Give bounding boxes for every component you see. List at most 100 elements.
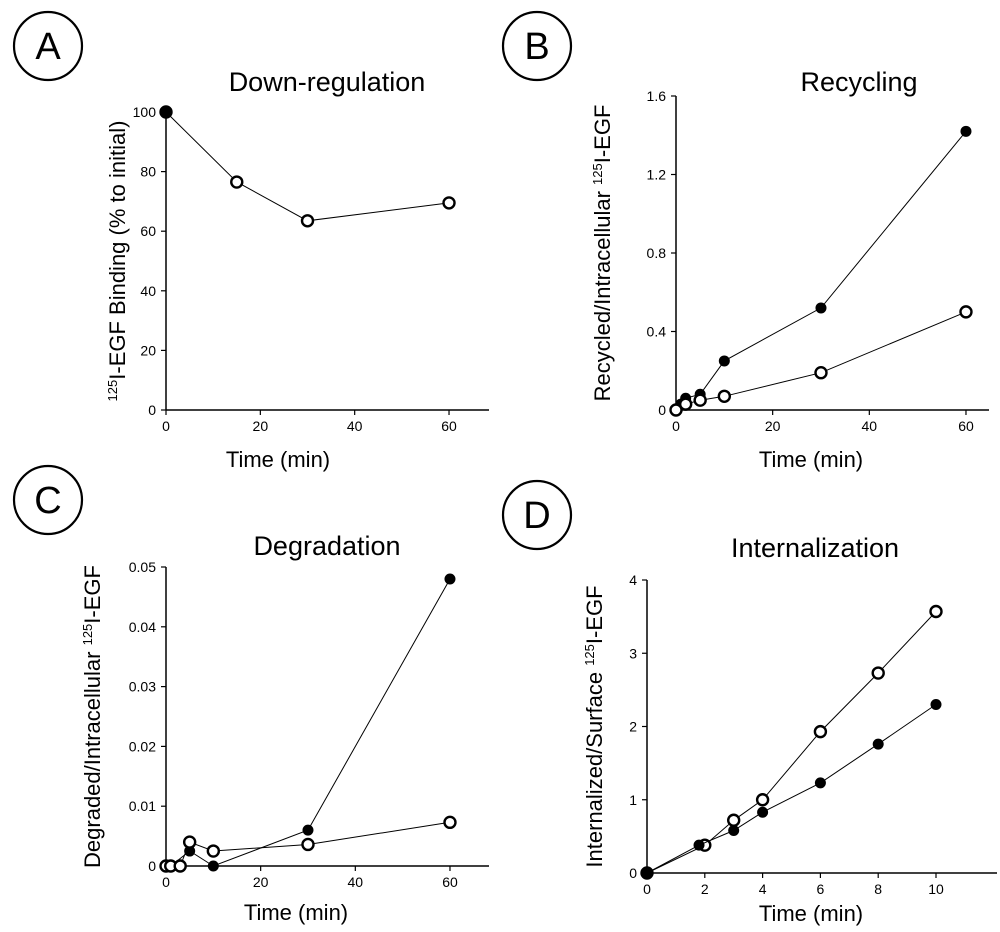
panel-letter: C xyxy=(34,480,61,522)
y-axis-title-superscript: 125 xyxy=(80,624,95,646)
data-point-open xyxy=(301,837,315,852)
y-axis-title: Degraded/Intracellular 125I-EGF xyxy=(80,565,105,868)
x-tick-label: 0 xyxy=(643,881,651,897)
y-tick-label: 3 xyxy=(629,645,637,661)
y-tick-label: 4 xyxy=(629,572,637,588)
series-line-filled xyxy=(646,704,937,874)
panel-a: A Down-regulation 0 20 40 60 0 20 40 60 80 100 Time … xyxy=(12,10,489,472)
data-point-open xyxy=(717,389,732,403)
panel-title: Recycling xyxy=(800,67,917,97)
data-point-filled xyxy=(302,824,314,836)
y-tick-label: 0.03 xyxy=(129,679,156,695)
data-point-open xyxy=(182,835,197,849)
panel-title: Degradation xyxy=(253,531,400,561)
y-tick-label: 40 xyxy=(140,283,156,299)
x-tick-label: 20 xyxy=(253,418,269,434)
x-tick-label: 2 xyxy=(701,881,709,897)
y-axis-title-tail: I-EGF xyxy=(582,585,607,644)
panel-title: Down-regulation xyxy=(229,67,426,97)
y-axis-title-main: Recycled/Intracellular xyxy=(590,185,615,401)
y-axis-title: Recycled/Intracellular 125I-EGF xyxy=(590,105,615,402)
y-tick-label: 0 xyxy=(658,402,666,418)
x-tick-label: 0 xyxy=(162,418,170,434)
data-point-open xyxy=(813,724,828,739)
x-tick-label: 60 xyxy=(958,418,974,434)
data-point-filled xyxy=(718,355,730,367)
y-tick-label: 0.8 xyxy=(647,245,667,261)
y-tick-label: 0 xyxy=(148,402,156,418)
data-point-open xyxy=(206,844,221,858)
data-point-open xyxy=(173,859,187,873)
y-axis-title-main: Degraded/Intracellular xyxy=(80,645,105,868)
data-point-open xyxy=(693,393,707,407)
data-point-filled xyxy=(930,699,942,711)
x-tick-label: 20 xyxy=(765,418,781,434)
data-point-filled xyxy=(757,806,769,818)
x-tick-label: 40 xyxy=(348,874,364,890)
data-point-open xyxy=(755,793,770,807)
data-point-open xyxy=(669,403,683,417)
y-axis-title-superscript: 125 xyxy=(582,644,597,666)
data-point-filled xyxy=(872,738,884,750)
data-point-open xyxy=(871,666,885,680)
x-tick-label: 40 xyxy=(347,418,363,434)
panel-letter-circle xyxy=(501,10,573,82)
x-tick-label: 60 xyxy=(441,418,457,434)
y-tick-label: 0.05 xyxy=(129,559,156,575)
series-line-open xyxy=(165,111,450,222)
panel-letter: A xyxy=(35,26,61,68)
y-axis-title: 125I-EGF Binding (% to initial) xyxy=(105,121,130,402)
data-point-open xyxy=(442,196,456,210)
x-axis-title: Time (min) xyxy=(226,447,330,472)
x-axis-title: Time (min) xyxy=(759,447,863,472)
y-tick-label: 1.6 xyxy=(647,88,667,104)
panel-letter-circle xyxy=(501,479,573,551)
y-tick-label: 0 xyxy=(148,858,156,874)
panel-c: C Degradation 0 20 40 60 0 0.01 0.02 0.03 0.04 0.05… xyxy=(12,464,489,925)
y-axis-title-superscript: 125 xyxy=(105,380,120,402)
data-point-filled xyxy=(444,573,456,585)
data-point-filled xyxy=(814,777,826,789)
y-tick-label: 60 xyxy=(140,223,156,239)
y-tick-label: 1.2 xyxy=(647,167,667,183)
y-tick-label: 80 xyxy=(140,164,156,180)
data-point-filled xyxy=(728,825,740,837)
y-axis-title-tail: I-EGF xyxy=(590,105,615,164)
data-point-open xyxy=(929,604,943,619)
y-axis-title-tail: I-EGF xyxy=(80,565,105,624)
data-point-filled xyxy=(960,125,972,137)
data-point-open xyxy=(443,815,457,830)
data-point-open xyxy=(230,175,244,189)
y-tick-label: 100 xyxy=(133,104,157,120)
data-point-open xyxy=(727,813,741,827)
x-tick-label: 20 xyxy=(253,874,269,890)
y-tick-label: 1 xyxy=(629,792,637,808)
panel-d: D Internalization 0 2 4 6 8 10 0 1 2 3 4 Time (min) In… xyxy=(501,479,997,926)
data-point-filled xyxy=(641,867,653,879)
x-tick-label: 0 xyxy=(162,874,170,890)
panel-letter-circle xyxy=(12,10,84,82)
x-tick-label: 40 xyxy=(862,418,878,434)
data-point-filled xyxy=(693,839,705,851)
x-tick-label: 0 xyxy=(672,418,680,434)
y-axis-title-main: I-EGF Binding (% to initial) xyxy=(105,121,130,380)
x-axis-title: Time (min) xyxy=(244,900,348,925)
panel-letter-circle xyxy=(12,464,84,536)
x-tick-label: 8 xyxy=(874,881,882,897)
data-point-open xyxy=(814,366,828,380)
panel-letter: B xyxy=(524,26,549,68)
data-point-open xyxy=(300,214,315,228)
y-tick-label: 0.4 xyxy=(647,324,667,340)
y-tick-label: 0 xyxy=(629,865,637,881)
panel-b: B Recycling 0 20 40 60 0 0.4 0.8 1.2 1.6 Time (min)… xyxy=(501,10,989,472)
y-axis-title-superscript: 125 xyxy=(590,163,605,185)
y-tick-label: 0.01 xyxy=(129,798,156,814)
series-line-filled xyxy=(170,578,451,867)
x-tick-label: 60 xyxy=(442,874,458,890)
y-tick-label: 20 xyxy=(140,342,156,358)
data-point-filled xyxy=(207,860,219,872)
y-axis-title-main: Internalized/Surface xyxy=(582,666,607,868)
panel-title: Internalization xyxy=(731,533,899,563)
